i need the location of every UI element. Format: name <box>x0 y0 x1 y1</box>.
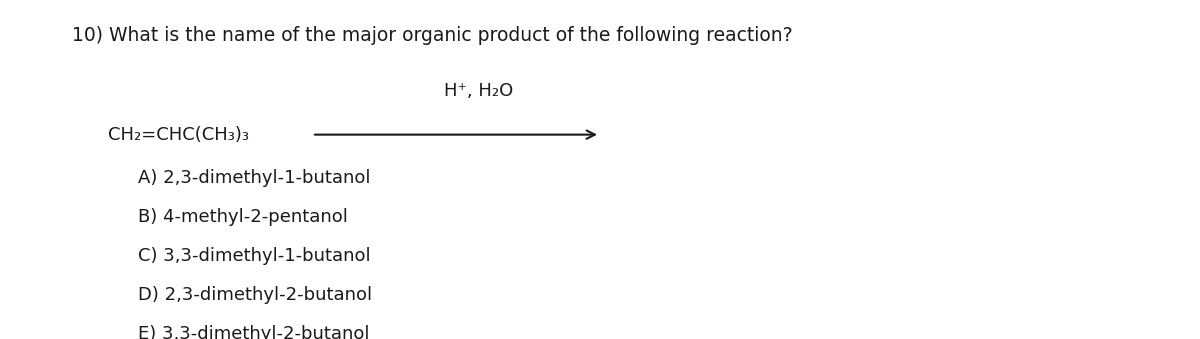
Text: C) 3,3-dimethyl-1-butanol: C) 3,3-dimethyl-1-butanol <box>138 247 371 265</box>
Text: 10) What is the name of the major organic product of the following reaction?: 10) What is the name of the major organi… <box>72 26 793 45</box>
Text: D) 2,3-dimethyl-2-butanol: D) 2,3-dimethyl-2-butanol <box>138 286 372 304</box>
Text: A) 2,3-dimethyl-1-butanol: A) 2,3-dimethyl-1-butanol <box>138 169 371 187</box>
Text: B) 4-methyl-2-pentanol: B) 4-methyl-2-pentanol <box>138 208 348 226</box>
Text: E) 3,3-dimethyl-2-butanol: E) 3,3-dimethyl-2-butanol <box>138 325 370 339</box>
Text: H⁺, H₂O: H⁺, H₂O <box>444 82 514 100</box>
Text: CH₂=CHC(CH₃)₃: CH₂=CHC(CH₃)₃ <box>108 126 250 144</box>
